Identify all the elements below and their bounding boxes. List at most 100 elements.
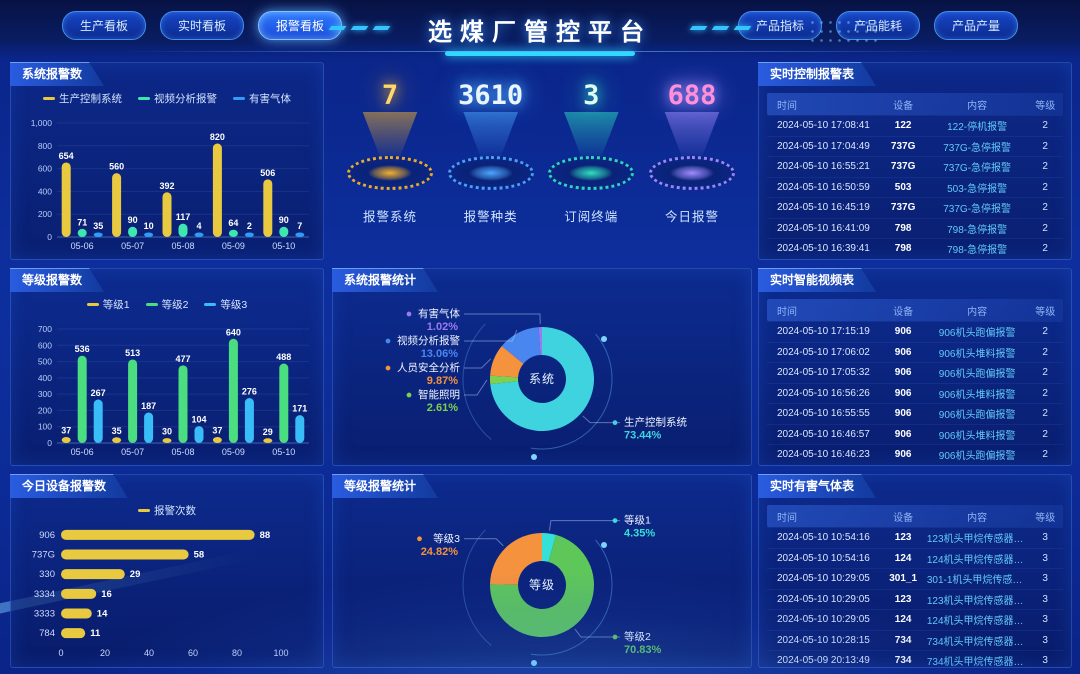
cell-content: 906机头堆料报警 [938, 389, 1016, 401]
svg-text:536: 536 [75, 344, 90, 354]
bar [244, 232, 254, 237]
svg-text:513: 513 [125, 348, 140, 358]
svg-text:100: 100 [38, 422, 52, 432]
stat-label: 今日报警 [664, 210, 719, 224]
svg-text:2: 2 [247, 221, 252, 231]
table-row: 2024-05-10 10:54:16 124 124机头甲烷传感器故障 3 [767, 547, 1063, 569]
svg-text:80: 80 [232, 648, 242, 658]
pie-slice [490, 533, 542, 585]
cell-device: 906 [894, 346, 912, 358]
svg-text:500: 500 [38, 357, 52, 367]
svg-text:477: 477 [175, 354, 190, 364]
legend-item[interactable]: 等级3 [204, 297, 247, 312]
svg-text:等级3: 等级3 [433, 532, 460, 545]
cell-device: 734 [894, 655, 912, 667]
cell-device: 906 [894, 387, 912, 399]
svg-text:05-06: 05-06 [71, 241, 94, 251]
bar [279, 226, 289, 237]
cell-content: 122-停机报警 [947, 122, 1008, 134]
deco-dot [531, 660, 537, 666]
cell-time: 2024-05-10 16:55:55 [777, 408, 870, 420]
cell-device: 124 [894, 614, 912, 626]
cell-device: 906 [894, 367, 912, 379]
nav-button-right-2[interactable]: 产品产量 [933, 11, 1018, 40]
cell-time: 2024-05-10 16:39:41 [777, 243, 870, 255]
table-row: 2024-05-10 10:28:15 734 734机头甲烷传感器故障 3 [767, 629, 1063, 651]
svg-text:737G: 737G [32, 550, 55, 561]
svg-text:654: 654 [59, 151, 74, 161]
cell-content: 906机头跑偏报警 [938, 328, 1016, 340]
svg-text:3333: 3333 [34, 609, 55, 620]
svg-text:1,000: 1,000 [31, 118, 53, 128]
legend-item[interactable]: 等级2 [145, 297, 188, 312]
bar [77, 228, 87, 237]
stat-value: 3610 [458, 80, 524, 111]
legend-marker-icon [138, 96, 150, 100]
stat-label: 报警种类 [463, 210, 518, 224]
svg-text:200: 200 [38, 209, 52, 219]
panel-tab-system-alarm-stats: 系统报警统计 [332, 268, 438, 292]
svg-text:10: 10 [144, 221, 154, 231]
svg-text:20: 20 [100, 648, 110, 658]
svg-text:生产控制系统: 生产控制系统 [624, 416, 687, 429]
cell-time: 2024-05-10 10:29:05 [777, 573, 870, 585]
legend-item[interactable]: 视频分析报警 [138, 91, 217, 106]
svg-text:14: 14 [97, 609, 108, 620]
cell-time: 2024-05-10 17:05:32 [777, 367, 870, 379]
svg-text:05-10: 05-10 [272, 447, 295, 457]
cell-device: 906 [894, 408, 912, 420]
nav-button-right-0[interactable]: 产品指标 [737, 11, 822, 40]
cell-device: 503 [894, 181, 912, 193]
table-row: 2024-05-10 16:55:55 906 906机头跑偏报警 2 [767, 403, 1063, 424]
svg-text:400: 400 [38, 373, 52, 383]
cell-device: 737G [890, 161, 916, 173]
legend-item[interactable]: 等级1 [86, 297, 130, 312]
cell-content: 798-急停报警 [947, 245, 1008, 257]
legend-marker-icon [138, 508, 150, 512]
cell-level: 2 [1042, 449, 1048, 461]
table-row: 2024-05-10 10:29:05 124 124机头甲烷传感器故障 3 [767, 609, 1063, 630]
cell-device: 906 [894, 326, 912, 338]
legend-item[interactable]: 生产控制系统 [43, 91, 122, 106]
nav-button-left-2[interactable]: 报警看板 [258, 11, 343, 40]
legend-item[interactable]: 报警次数 [138, 503, 196, 518]
nav-button-left-0[interactable]: 生产看板 [62, 11, 147, 40]
level-alarm-bar: 0 100 200 300 400 500 600 700 05-06 37 536 267 05-07… [38, 324, 309, 457]
svg-text:05-07: 05-07 [121, 447, 144, 457]
legend-item[interactable]: 有害气体 [233, 91, 291, 106]
cell-content: 906机头跑偏报警 [938, 410, 1016, 422]
panel-tab-video-alarm-table: 实时智能视频表 [758, 268, 876, 292]
cell-content: 301-1机头甲烷传感器... [926, 575, 1028, 587]
cell-level: 3 [1042, 634, 1048, 646]
legend-label: 报警次数 [154, 504, 196, 517]
title-underline-decoration [445, 51, 635, 56]
table-row: 2024-05-10 16:45:19 737G 737G-急停报警 2 [767, 197, 1063, 218]
system-alarm-pie-chart: 有害气体 1.02% 视频分析报警 13.06% 人员安全分析 9.87% 智能照明 2.61… [341, 295, 743, 461]
svg-text:0: 0 [47, 232, 52, 242]
svg-text:等级1: 等级1 [624, 514, 651, 527]
cell-content: 734机头甲烷传感器故障 [926, 657, 1028, 669]
cell-level: 2 [1042, 367, 1048, 379]
bar [61, 569, 125, 580]
gas-alarm-table: 时间 设备 内容 等级 2024-05-10 10:54:16 123 123机头甲烷传感器… [767, 505, 1063, 668]
cell-device: 124 [894, 552, 912, 564]
table-row: 2024-05-10 16:55:21 737G 737G-急停报警 2 [767, 156, 1063, 177]
table-header-cell: 内容 [967, 306, 988, 318]
nav-button-left-1[interactable]: 实时看板 [160, 11, 245, 40]
label-leader-line [464, 358, 492, 369]
pie-slice [490, 375, 519, 385]
level-alarm-pie-chart: 等级3 24.82% 等级1 4.35% 等级2 70.83% 等级 [341, 501, 743, 666]
table-header-cell: 等级 [1035, 306, 1056, 318]
panel-level-alarm-count: 等级报警数 等级1 等级2 等级3 0 100 200 300 400 500 600 700 05-… [10, 268, 324, 466]
cell-level: 2 [1042, 181, 1048, 193]
cell-device: 123 [894, 593, 912, 605]
table-row: 2024-05-10 16:41:09 798 798-急停报警 2 [767, 217, 1063, 239]
stat-1: 3610 报警种类 [443, 80, 539, 260]
cell-level: 2 [1042, 326, 1048, 338]
pedestal-core [468, 165, 513, 181]
table-header-row: 时间 设备 内容 等级 [767, 93, 1063, 115]
stat-value: 3 [583, 80, 600, 111]
svg-text:104: 104 [191, 415, 206, 425]
bar [178, 223, 188, 237]
bar [112, 437, 122, 443]
